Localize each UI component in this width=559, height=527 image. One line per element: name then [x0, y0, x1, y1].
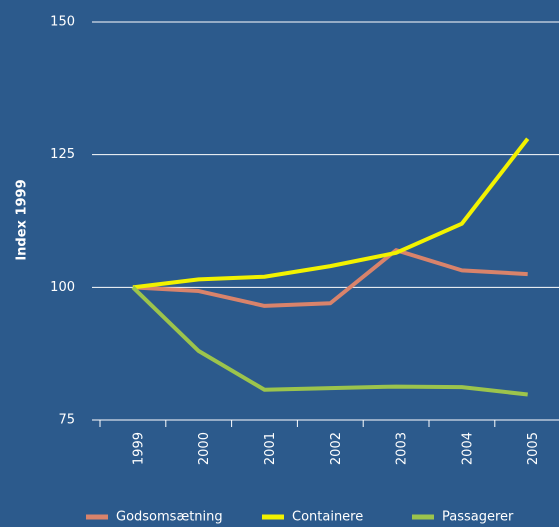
- x-tick-label: 2000: [197, 432, 212, 465]
- y-axis-label: Index 1999: [15, 179, 30, 260]
- legend-label: Containere: [292, 510, 363, 525]
- series-line: [131, 285, 528, 397]
- x-tick-label: 2001: [263, 432, 278, 465]
- y-tick-label: 100: [50, 280, 75, 295]
- series-line: [132, 248, 528, 308]
- x-tick-label: 2004: [460, 432, 475, 465]
- legend-label: Passagerer: [442, 510, 514, 525]
- x-tick-label: 2005: [526, 432, 541, 465]
- x-tick-label: 2003: [395, 432, 410, 465]
- y-tick-label: 150: [50, 15, 75, 30]
- x-tick-label: 1999: [131, 432, 146, 465]
- y-tick-label: 125: [50, 147, 75, 162]
- legend-label: Godsomsætning: [116, 510, 223, 525]
- x-tick-label: 2002: [329, 432, 344, 465]
- series-line: [132, 137, 530, 290]
- y-tick-label: 75: [58, 413, 75, 428]
